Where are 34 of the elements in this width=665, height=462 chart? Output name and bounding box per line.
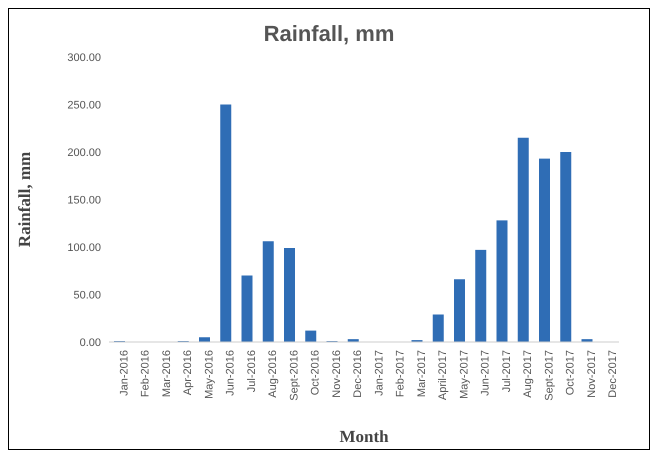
x-tick-label: Sept-2016: [288, 350, 300, 401]
x-tick-label: Apr-2016: [182, 350, 194, 396]
y-tick-label: 50.00: [73, 289, 101, 302]
x-tick-label: Jan-2016: [118, 350, 130, 396]
x-tick-label: Feb-2016: [140, 350, 152, 398]
x-tick-label: Jan-2017: [373, 350, 386, 396]
x-tick-label: April-2017: [437, 350, 450, 400]
x-tick-label: Nov-2016: [330, 350, 343, 398]
x-tick-label: Dec-2016: [352, 350, 364, 398]
y-tick-label: 0.00: [80, 336, 101, 349]
x-tick-label: Jul-2017: [500, 350, 513, 392]
x-tick-label: Jun-2016: [224, 350, 237, 396]
x-tick-label: Oct-2016: [310, 350, 322, 396]
y-tick-label: 300.00: [67, 52, 101, 64]
x-tick-label: Aug-2017: [522, 350, 534, 398]
y-tick-label: 100.00: [67, 242, 101, 254]
y-tick-label: 200.00: [67, 146, 101, 159]
x-tick-label: Sept-2017: [543, 350, 556, 401]
x-tick-label: Nov-2017: [586, 350, 598, 398]
y-tick-label: 150.00: [67, 194, 101, 206]
x-tick-label: Feb-2017: [394, 350, 407, 398]
x-tick-label: Mar-2017: [416, 350, 428, 398]
x-tick-label: Oct-2017: [564, 350, 577, 396]
x-tick-label: Dec-2017: [607, 350, 620, 398]
x-tick-label: May-2017: [458, 350, 470, 399]
x-tick-label: Mar-2016: [160, 350, 173, 398]
x-axis-title: Month: [339, 427, 390, 446]
x-tick-label: May-2016: [203, 350, 216, 399]
y-axis-title: Rainfall, mm: [15, 152, 34, 248]
x-tick-label: Aug-2016: [267, 350, 280, 398]
x-tick-label: Jul-2016: [246, 350, 258, 392]
x-tick-label: Jun-2017: [480, 350, 492, 396]
y-tick-label: 250.00: [67, 99, 101, 112]
chart-title: Rainfall, mm: [262, 21, 396, 47]
